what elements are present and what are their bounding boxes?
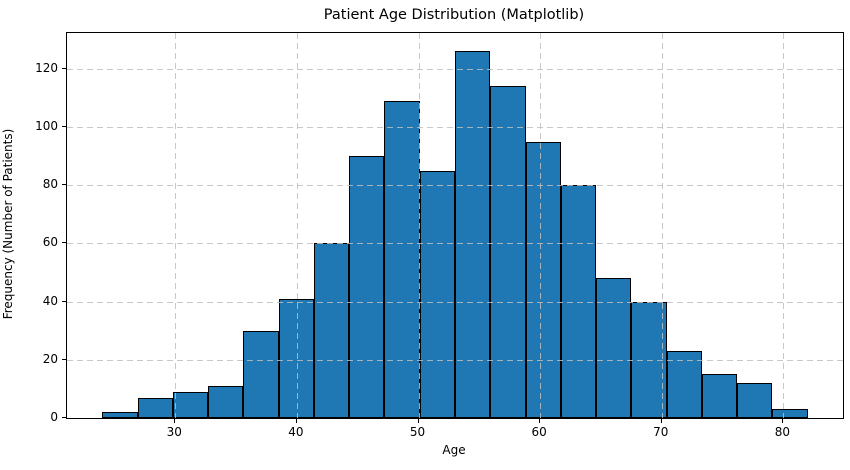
histogram-bar	[596, 278, 632, 418]
gridline-horizontal	[67, 359, 843, 361]
y-tick-label: 60	[42, 235, 58, 250]
gridline-horizontal	[67, 68, 843, 70]
x-tick-mark	[782, 419, 784, 423]
x-tick-label: 70	[653, 425, 669, 439]
x-tick-mark	[295, 419, 297, 423]
gridline-vertical	[783, 33, 785, 418]
histogram-bar	[208, 386, 244, 418]
y-tick-mark	[62, 417, 66, 418]
x-tick-label: 30	[166, 425, 182, 439]
x-tick-label: 60	[531, 425, 547, 439]
x-tick-mark	[660, 419, 662, 423]
histogram-bar	[102, 412, 138, 418]
histogram-bar	[278, 298, 314, 418]
gridline-horizontal	[67, 301, 843, 303]
y-tick-label: 40	[42, 293, 58, 308]
histogram-bar	[455, 51, 491, 418]
gridline-horizontal	[67, 185, 843, 187]
gridline-vertical	[661, 33, 663, 418]
y-tick-mark	[62, 300, 66, 302]
histogram-bar	[525, 141, 561, 418]
histogram-bar	[313, 243, 350, 418]
gridline-vertical	[296, 33, 298, 418]
gridline-vertical	[175, 33, 177, 418]
histogram-bar	[243, 330, 279, 418]
y-tick-mark	[62, 67, 66, 69]
y-tick-label: 120	[35, 60, 58, 75]
gridline-horizontal	[67, 126, 843, 128]
gridline-vertical	[418, 33, 420, 418]
histogram-bar	[137, 397, 173, 418]
histogram-bar	[419, 170, 455, 418]
x-tick-label: 40	[288, 425, 304, 439]
histogram-bar	[172, 391, 209, 418]
y-tick-label: 20	[42, 351, 58, 366]
y-tick-mark	[62, 125, 66, 127]
gridline-vertical	[540, 33, 542, 418]
x-tick-mark	[174, 419, 176, 423]
x-tick-mark	[539, 419, 541, 423]
y-tick-label: 0	[50, 410, 58, 424]
histogram-bar	[666, 351, 702, 418]
histogram-bar	[349, 156, 385, 418]
x-axis-label: Age	[442, 443, 466, 457]
x-tick-label: 50	[409, 425, 426, 439]
y-tick-label: 100	[35, 118, 58, 133]
histogram-bar	[737, 383, 773, 418]
x-tick-label: 80	[774, 425, 791, 439]
y-tick-mark	[62, 242, 66, 244]
histogram-bar	[384, 100, 420, 418]
y-tick-label: 80	[42, 177, 58, 192]
histogram-bar	[772, 409, 808, 418]
chart-title: Patient Age Distribution (Matplotlib)	[323, 7, 585, 23]
histogram-bar	[490, 86, 526, 418]
y-tick-mark	[62, 358, 66, 360]
y-tick-mark	[62, 184, 66, 186]
x-tick-mark	[417, 419, 419, 423]
histogram-bar	[701, 374, 738, 418]
plot-area	[66, 32, 844, 419]
gridline-horizontal	[67, 243, 843, 245]
y-axis-label: Frequency (Number of Patients)	[1, 128, 15, 320]
